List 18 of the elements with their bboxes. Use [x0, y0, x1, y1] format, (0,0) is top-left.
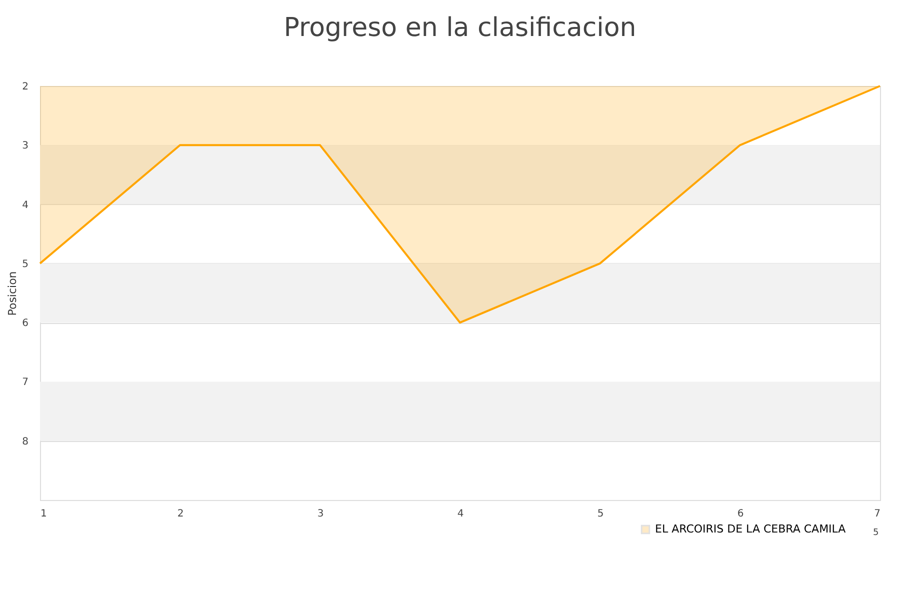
- y-tick-label: 2: [22, 82, 28, 92]
- y-tick-label: 5: [22, 258, 28, 270]
- legend-label: EL ARCOIRIS DE LA CEBRA CAMILA: [655, 522, 846, 536]
- y-tick-label: 6: [22, 318, 28, 330]
- x-tick-label: 3: [317, 508, 324, 520]
- x-tick-label: 6: [737, 508, 744, 520]
- x-tick-label: 4: [457, 508, 464, 520]
- x-tick-label: 5: [597, 508, 604, 520]
- chart-title: Progreso en la clasificacion: [284, 13, 636, 43]
- x-tick-label: 7: [874, 508, 880, 520]
- y-tick-label: 7: [22, 377, 28, 388]
- y-tick-label: 4: [22, 200, 28, 211]
- text: 5: [873, 528, 879, 538]
- y-tick-label: 3: [22, 140, 28, 152]
- x-tick-label: 2: [177, 508, 184, 520]
- y-tick-label: 8: [22, 436, 28, 448]
- x-tick-label: 1: [40, 508, 47, 520]
- y-axis-title: Posicion: [6, 271, 20, 316]
